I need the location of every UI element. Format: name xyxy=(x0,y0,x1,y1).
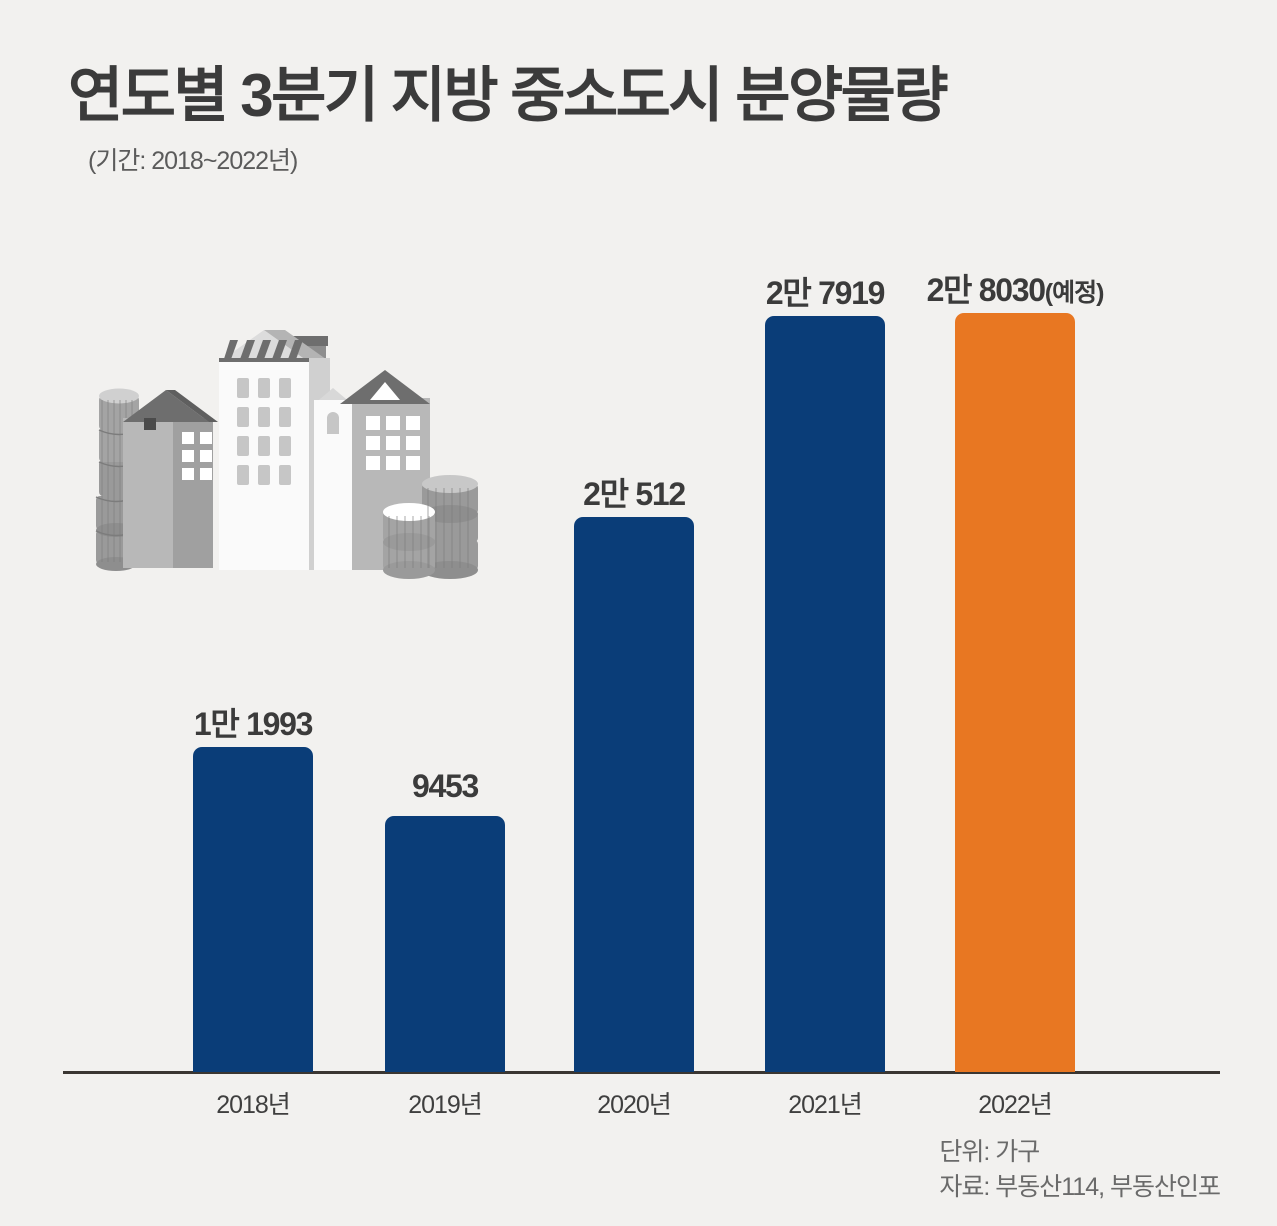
unit-note: 단위: 가구 xyxy=(939,1138,1040,1166)
bar-value-label: 2만 7919 xyxy=(765,275,886,311)
x-axis-label-2018년: 2018년 xyxy=(216,1091,291,1119)
houses-and-coins-illustration xyxy=(78,300,488,600)
source-note: 자료: 부동산114, 부동산인포 xyxy=(939,1172,1221,1201)
x-axis-label-2021년: 2021년 xyxy=(788,1091,863,1119)
tower-right xyxy=(314,388,352,570)
header: 연도별 3분기 지방 중소도시 분양물량 (기간: 2018~2022년) xyxy=(68,62,1228,177)
chart-footer: 단위: 가구 자료: 부동산114, 부동산인포 xyxy=(939,1135,1221,1204)
bar-value-label: 9453 xyxy=(412,768,479,804)
x-axis-label-2019년: 2019년 xyxy=(408,1091,483,1119)
bar-2018년[interactable] xyxy=(193,747,313,1072)
x-axis-label-2020년: 2020년 xyxy=(597,1091,672,1119)
x-axis-line xyxy=(63,1071,1220,1074)
bar-value-label: 2만 8030(예정) xyxy=(926,272,1105,308)
bar-2022년[interactable] xyxy=(955,313,1075,1072)
x-axis-label-2022년: 2022년 xyxy=(978,1091,1053,1119)
bar-2019년[interactable] xyxy=(385,816,505,1072)
coin-stack-right xyxy=(383,475,478,579)
chart-subtitle: (기간: 2018~2022년) xyxy=(88,147,298,176)
page-title: 연도별 3분기 지방 중소도시 분양물량 xyxy=(68,62,949,129)
bar-value-label: 1만 1993 xyxy=(193,706,314,742)
bar-value-label: 2만 512 xyxy=(583,476,686,512)
house-left xyxy=(123,390,218,568)
building-center xyxy=(219,330,330,570)
bar-2021년[interactable] xyxy=(765,316,885,1072)
bar-2020년[interactable] xyxy=(574,517,694,1072)
